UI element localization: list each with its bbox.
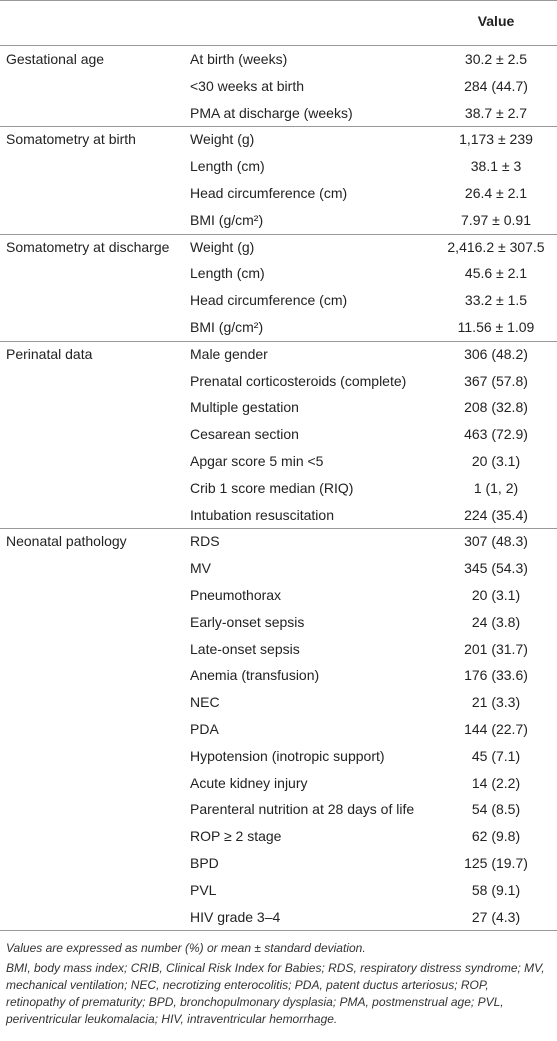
row-label: BPD — [190, 855, 219, 871]
rule — [0, 233, 557, 235]
row-value: 2,416.2 ± 307.5 — [447, 238, 545, 255]
row-label: ROP ≥ 2 stage — [190, 828, 282, 845]
row-label: Hypotension (inotropic support) — [190, 747, 385, 764]
row-label: PVL — [190, 881, 217, 898]
row-label: Early-onset sepsis — [190, 613, 305, 630]
row-value: 58 (9.1) — [471, 881, 521, 898]
row-value: 306 (48.2) — [464, 345, 528, 362]
row-label: Parenteral nutrition at 28 days of life — [190, 801, 415, 818]
row-value: 1 (1, 2) — [473, 479, 519, 496]
row-label: Male gender — [190, 345, 268, 362]
rule — [0, 528, 557, 530]
row-value: 38.1 ± 3 — [470, 158, 522, 175]
group-label: Perinatal data — [6, 345, 93, 362]
row-label: HIV grade 3–4 — [190, 908, 281, 925]
row-value: 11.56 ± 1.09 — [457, 319, 535, 335]
row-value: 463 (72.9) — [464, 426, 528, 443]
row-label: Intubation resuscitation — [190, 506, 334, 523]
row-label: RDS — [190, 533, 220, 550]
group-label: Gestational age — [6, 51, 105, 67]
row-value: 20 (3.1) — [471, 453, 521, 469]
group-label: Neonatal pathology — [6, 533, 127, 550]
row-label: Length (cm) — [190, 265, 265, 282]
row-label: Pneumothorax — [190, 587, 282, 603]
row-label: Cesarean section — [190, 426, 299, 443]
group-label: Somatometry at birth — [6, 131, 136, 148]
row-label: Crib 1 score median (RIQ) — [190, 479, 354, 496]
row-label: PMA at discharge (weeks) — [190, 104, 353, 121]
row-label: Prenatal corticosteroids (complete) — [190, 372, 407, 389]
rule — [0, 340, 557, 342]
row-label: BMI (g/cm²) — [190, 319, 264, 335]
row-value: 345 (54.3) — [464, 560, 528, 577]
footnote: Values are expressed as number (%) or me… — [6, 941, 366, 955]
row-label: At birth (weeks) — [190, 51, 288, 67]
row-label: Late-onset sepsis — [190, 640, 300, 657]
row-value: 21 (3.3) — [471, 694, 521, 711]
row-value: 45 (7.1) — [471, 747, 521, 764]
row-label: NEC — [190, 694, 220, 711]
row-value: 14 (2.2) — [471, 774, 521, 791]
row-value: 54 (8.5) — [471, 801, 521, 818]
row-value: 24 (3.8) — [471, 613, 521, 630]
row-value: 125 (19.7) — [464, 855, 528, 871]
row-label: Head circumference (cm) — [190, 292, 348, 309]
group-label: Somatometry at discharge — [6, 238, 170, 255]
row-label: Length (cm) — [190, 158, 265, 175]
row-value: 208 (32.8) — [464, 399, 528, 416]
row-value: 176 (33.6) — [464, 667, 528, 684]
row-value: 307 (48.3) — [464, 533, 528, 550]
row-label: Multiple gestation — [190, 399, 299, 416]
row-value: 30.2 ± 2.5 — [464, 51, 528, 67]
row-label: Weight (g) — [190, 238, 255, 255]
row-label: BMI (g/cm²) — [190, 211, 264, 228]
column-header: Value — [477, 13, 515, 29]
rule — [0, 45, 557, 46]
row-value: 224 (35.4) — [464, 506, 528, 523]
row-value: 144 (22.7) — [464, 721, 528, 737]
row-label: MV — [190, 560, 211, 577]
row-value: 367 (57.8) — [464, 372, 528, 389]
row-value: 1,173 ± 239 — [459, 131, 533, 148]
row-label: Anemia (transfusion) — [190, 667, 320, 684]
row-label: Apgar score 5 min <5 — [190, 453, 324, 469]
row-value: 62 (9.8) — [471, 828, 521, 845]
row-label: <30 weeks at birth — [190, 77, 305, 94]
row-value: 201 (31.7) — [464, 640, 528, 657]
row-value: 26.4 ± 2.1 — [464, 185, 528, 201]
row-value: 38.7 ± 2.7 — [464, 104, 528, 121]
rule — [0, 126, 557, 128]
row-value: 284 (44.7) — [464, 77, 528, 94]
row-label: PDA — [190, 721, 219, 737]
row-value: 27 (4.3) — [471, 908, 521, 925]
footnotes: Values are expressed as number (%) or me… — [6, 940, 551, 1031]
row-value: 7.97 ± 0.91 — [461, 211, 531, 228]
rule — [0, 930, 557, 932]
rule — [0, 0, 557, 1]
row-value: 33.2 ± 1.5 — [464, 292, 528, 309]
row-label: Acute kidney injury — [190, 774, 308, 791]
row-value: 45.6 ± 2.1 — [464, 265, 528, 282]
row-value: 20 (3.1) — [471, 587, 521, 603]
row-label: Weight (g) — [190, 131, 255, 148]
footnote: BMI, body mass index; CRIB, Clinical Ris… — [6, 961, 545, 1026]
row-label: Head circumference (cm) — [190, 185, 348, 201]
